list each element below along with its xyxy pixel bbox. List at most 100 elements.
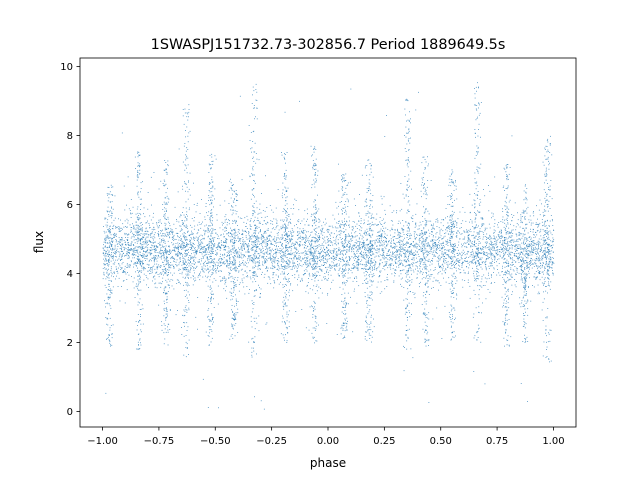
data-point [348, 264, 350, 266]
data-point [461, 246, 463, 248]
data-point [161, 283, 163, 285]
data-point [126, 226, 128, 228]
data-point [419, 263, 421, 265]
data-point [288, 254, 290, 255]
data-point [318, 221, 320, 223]
data-point [354, 254, 356, 256]
data-point [246, 222, 247, 224]
data-point [281, 244, 283, 246]
data-point [415, 225, 417, 227]
data-point [546, 236, 547, 237]
data-point [191, 248, 193, 250]
data-point [130, 213, 132, 215]
data-point [175, 232, 177, 234]
data-point [497, 254, 499, 256]
data-point [344, 220, 345, 222]
data-point [225, 240, 227, 242]
data-point [283, 255, 285, 257]
data-point [127, 266, 129, 268]
data-point [213, 268, 215, 270]
data-point [129, 224, 131, 226]
data-point [297, 231, 299, 232]
data-point [472, 262, 474, 264]
data-point [333, 250, 335, 252]
data-point [419, 221, 421, 223]
data-point [459, 272, 461, 274]
data-point [311, 247, 313, 249]
data-point [420, 250, 422, 252]
data-point [150, 270, 152, 272]
data-point [302, 228, 304, 230]
data-point [361, 255, 363, 257]
data-point [312, 264, 314, 266]
data-point [196, 239, 198, 241]
data-point [378, 276, 380, 278]
data-point [508, 270, 510, 272]
data-point [534, 259, 536, 261]
data-point [249, 238, 251, 240]
data-point [540, 251, 541, 253]
data-point [413, 246, 415, 248]
data-point [528, 267, 530, 268]
data-point [379, 221, 381, 223]
data-point [447, 249, 449, 251]
data-point [395, 256, 397, 258]
data-point [323, 221, 324, 223]
data-point [235, 213, 237, 215]
data-point [455, 236, 457, 237]
data-point [179, 258, 181, 260]
data-point [302, 238, 304, 240]
data-point [548, 243, 550, 245]
data-point [397, 223, 399, 224]
data-point [491, 262, 492, 264]
data-point [363, 244, 365, 246]
data-point [428, 229, 429, 231]
data-point [300, 256, 301, 258]
data-point [164, 256, 165, 258]
data-point [507, 233, 509, 235]
data-point [438, 227, 440, 229]
data-point [509, 231, 511, 233]
data-point [352, 226, 354, 228]
data-point [434, 242, 435, 244]
data-point [347, 292, 349, 294]
data-point [199, 275, 201, 277]
data-point [502, 277, 504, 278]
data-point [497, 234, 499, 236]
data-point [214, 262, 216, 264]
data-point [419, 237, 421, 239]
data-point [364, 230, 366, 232]
data-point [535, 265, 537, 267]
data-point [457, 261, 459, 263]
data-point [111, 257, 113, 259]
data-point [494, 256, 496, 258]
data-point [449, 229, 451, 230]
data-point [348, 234, 350, 236]
data-point [395, 244, 396, 246]
data-point [490, 255, 492, 257]
data-point [419, 259, 421, 261]
data-point [370, 268, 372, 270]
data-point [539, 248, 541, 250]
data-point [514, 279, 516, 280]
data-point [148, 267, 149, 268]
data-point [461, 267, 463, 268]
data-point [231, 261, 233, 262]
data-point [194, 249, 196, 251]
data-point [309, 251, 311, 253]
data-point [250, 248, 252, 250]
data-point [256, 246, 258, 247]
data-point [132, 244, 134, 245]
data-point [358, 247, 360, 249]
data-point [198, 247, 200, 249]
data-point [151, 272, 153, 274]
data-point [516, 269, 518, 271]
data-point [361, 227, 363, 229]
data-point [211, 214, 213, 216]
data-point [429, 245, 430, 246]
data-point [517, 259, 519, 261]
data-point [152, 268, 153, 270]
data-point [354, 259, 355, 261]
data-point [214, 270, 216, 272]
data-point [183, 234, 185, 236]
